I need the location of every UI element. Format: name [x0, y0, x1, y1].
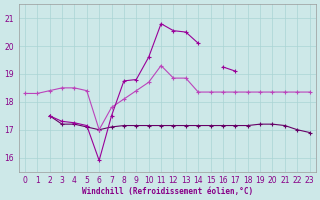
X-axis label: Windchill (Refroidissement éolien,°C): Windchill (Refroidissement éolien,°C) — [82, 187, 253, 196]
